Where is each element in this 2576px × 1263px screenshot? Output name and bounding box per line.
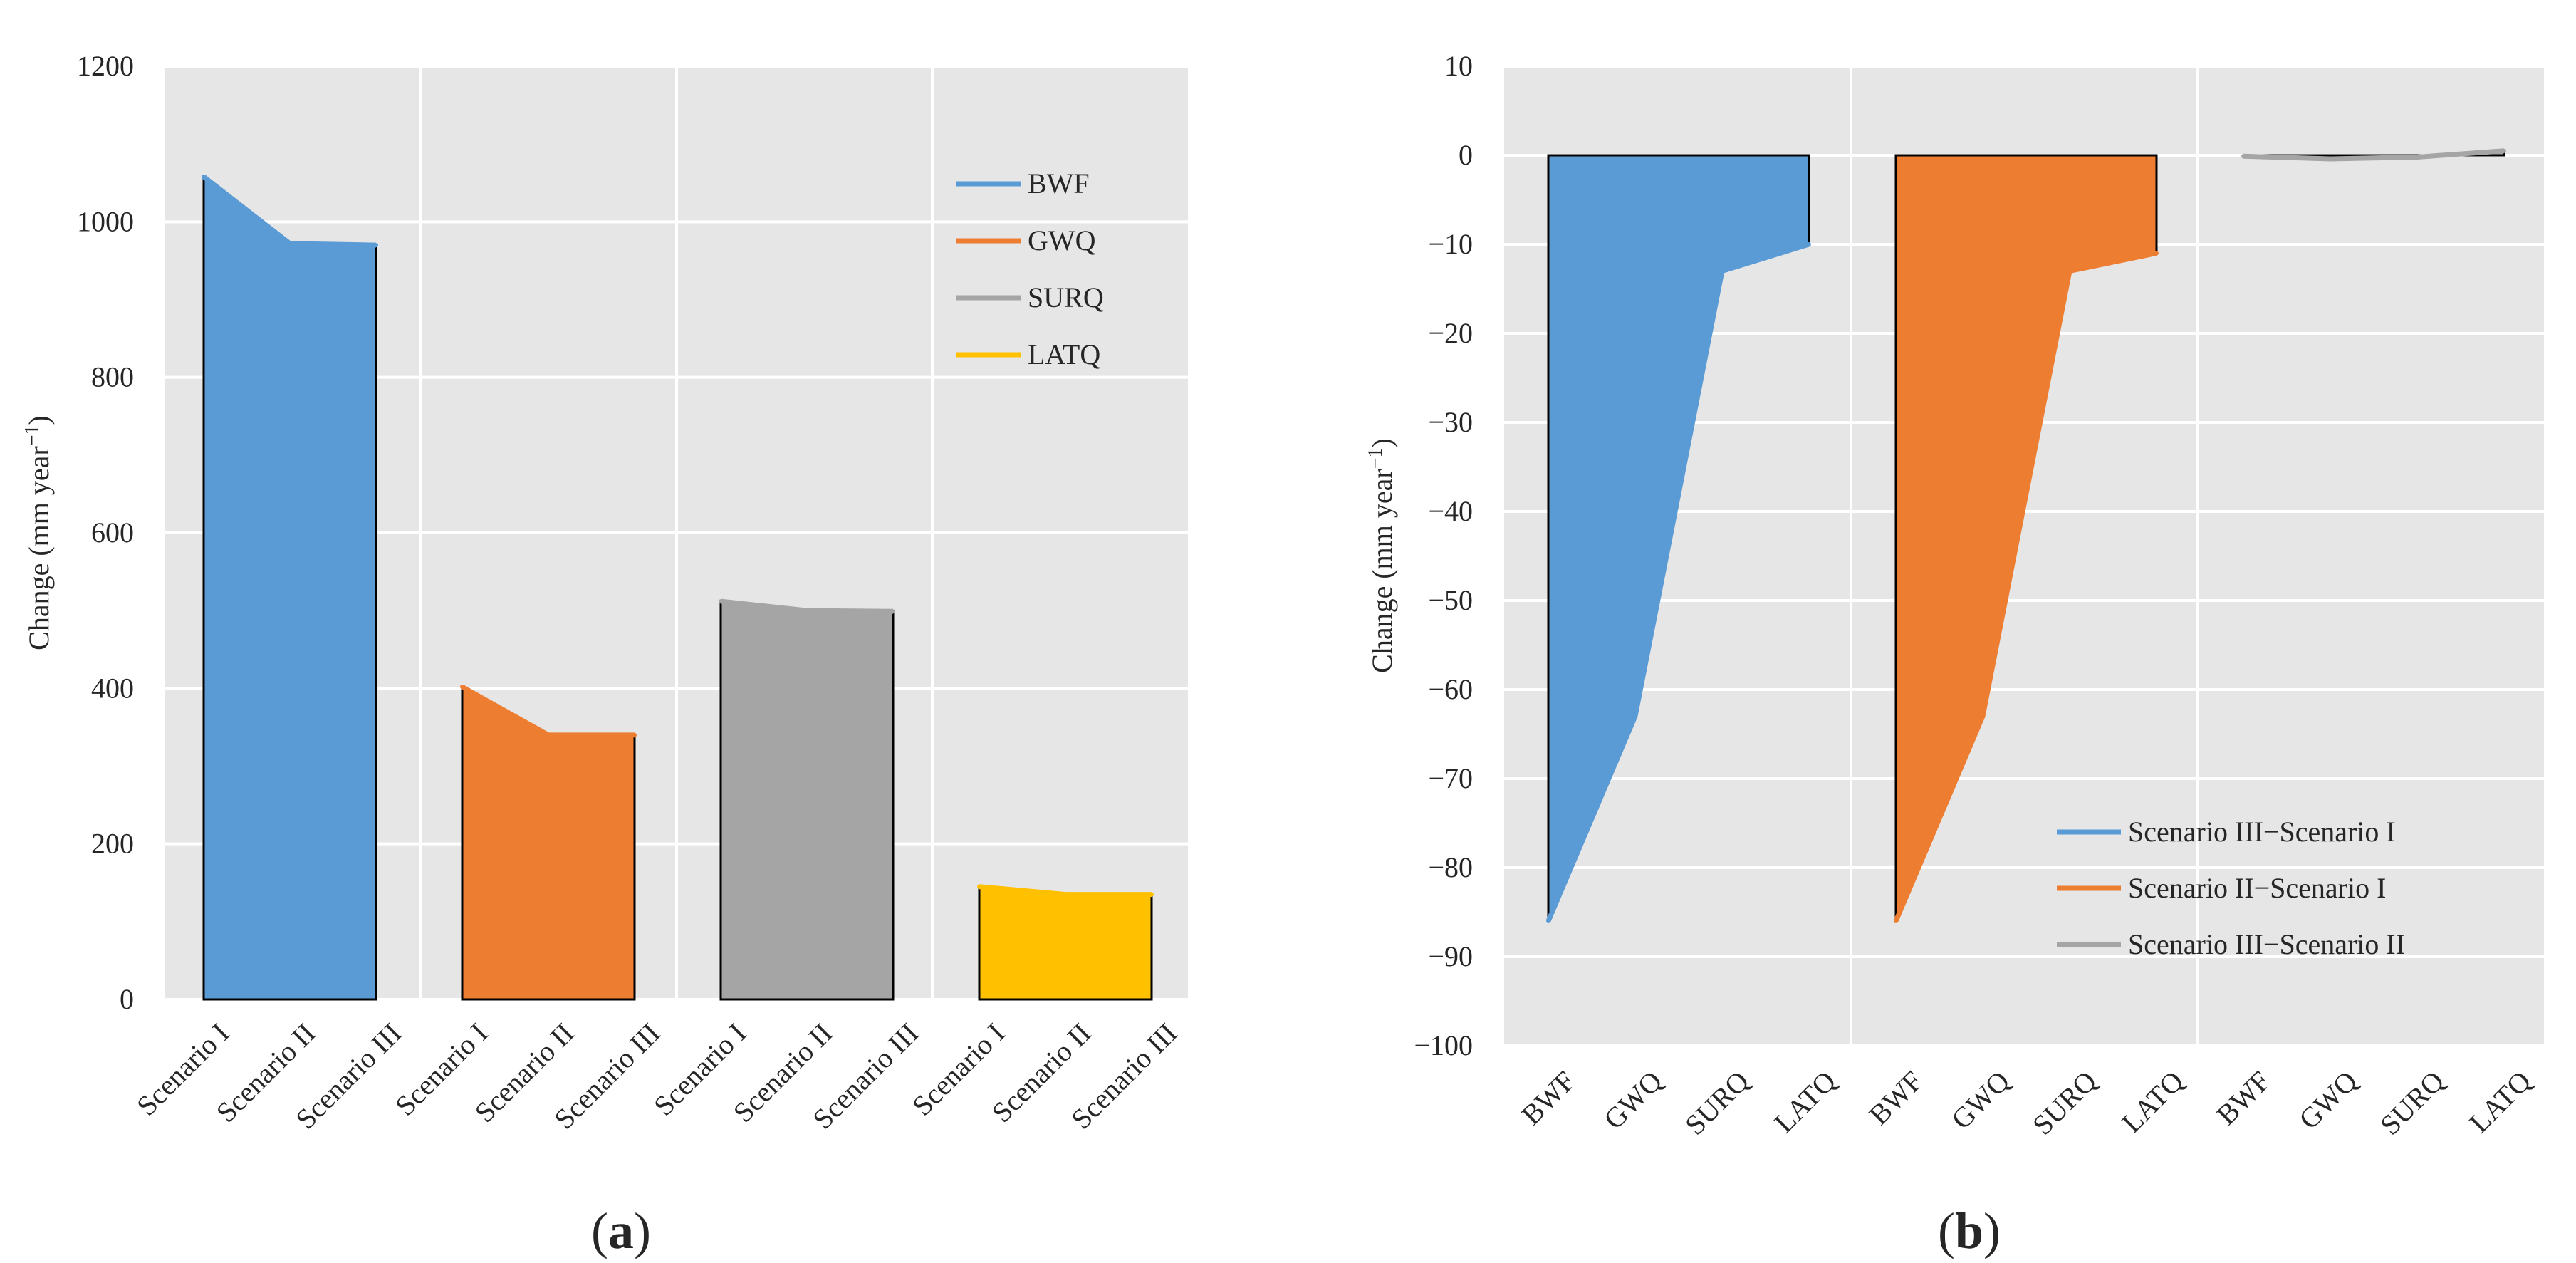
x-tick-label: LATQ xyxy=(2115,1064,2189,1138)
data-point xyxy=(460,685,464,690)
y-axis-label-b-sup: −1 xyxy=(1365,447,1387,469)
data-point xyxy=(1149,892,1154,897)
series-surq xyxy=(719,598,895,1001)
data-point xyxy=(977,884,981,889)
panel-label-b-letter: b xyxy=(1955,1202,1983,1259)
series-scenario-iii-scenario-ii xyxy=(2241,148,2506,162)
series-latq xyxy=(977,884,1154,1001)
legend-a: BWF GWQ SURQ LATQ xyxy=(956,167,1104,370)
data-point xyxy=(202,175,206,180)
series-a xyxy=(202,174,1154,1001)
data-point xyxy=(2067,269,2072,274)
x-tick-label: SURQ xyxy=(2026,1064,2102,1140)
x-tick-label: GWQ xyxy=(2293,1064,2363,1135)
series-line xyxy=(1893,251,2157,922)
series-line xyxy=(1545,241,1810,922)
y-axis-label-a-close: ) xyxy=(23,415,55,425)
data-point xyxy=(2154,251,2159,256)
x-tick-label: LATQ xyxy=(1768,1064,1842,1138)
series-scenario-iii-scenario-i xyxy=(1545,154,1811,923)
panel-a: 0 200 400 600 800 1000 1200 Scenario IScenario… xyxy=(21,50,1188,1259)
y-axis-label-a: Change (mm year−1) xyxy=(21,415,55,650)
data-point xyxy=(546,732,551,737)
y-tick-label: −100 xyxy=(1414,1029,1473,1061)
x-tick-label: GWQ xyxy=(1597,1064,1668,1135)
y-tick-labels-a: 0 200 400 600 800 1000 1200 xyxy=(77,50,134,1015)
y-axis-label-a-text: Change (mm year xyxy=(23,446,55,650)
y-tick-label: −10 xyxy=(1428,228,1473,260)
data-point xyxy=(1633,714,1637,719)
y-tick-label: −70 xyxy=(1428,762,1473,794)
y-axis-label-b-text: Change (mm year xyxy=(1366,469,1398,673)
y-tick-label: 10 xyxy=(1444,50,1473,82)
x-tick-label: GWQ xyxy=(1945,1064,2016,1135)
y-tick-label: 1000 xyxy=(77,205,134,237)
x-tick-label: BWF xyxy=(2210,1065,2276,1131)
data-point xyxy=(1720,269,1724,274)
legend-entry: Scenario III−Scenario I xyxy=(2128,816,2396,848)
data-point xyxy=(2328,157,2332,161)
panel-label-a-letter: a xyxy=(608,1202,634,1259)
legend-b: Scenario III−Scenario I Scenario II−Scena… xyxy=(2057,816,2405,960)
x-tick-label: SURQ xyxy=(1679,1064,1755,1140)
data-point xyxy=(2241,154,2246,159)
legend-entry: Scenario III−Scenario II xyxy=(2128,928,2405,960)
x-tick-label: BWF xyxy=(1515,1065,1581,1131)
data-point xyxy=(719,599,723,604)
data-point xyxy=(632,732,637,737)
data-point xyxy=(1063,892,1068,897)
x-tick-label: LATQ xyxy=(2463,1064,2537,1138)
series-line xyxy=(2243,148,2505,162)
y-tick-label: −40 xyxy=(1428,495,1473,527)
legend-entry: LATQ xyxy=(1028,338,1100,370)
y-tick-label: −30 xyxy=(1428,406,1473,438)
series-b xyxy=(1545,148,2506,923)
area-fill xyxy=(202,174,377,1001)
y-tick-label: −20 xyxy=(1428,317,1473,349)
data-point xyxy=(2502,148,2506,153)
y-tick-label: 200 xyxy=(91,828,134,860)
y-tick-label: −80 xyxy=(1428,851,1473,883)
y-tick-label: 800 xyxy=(91,361,134,393)
y-tick-label: −50 xyxy=(1428,584,1473,616)
panel-label-b: (b) xyxy=(1938,1202,2001,1259)
x-tick-labels-b: BWF GWQ SURQ LATQ BWF GWQ SURQ LATQ BWF GWQ SURQ LA… xyxy=(1515,1064,2537,1140)
legend-entry: BWF xyxy=(1028,167,1090,199)
area-fill xyxy=(719,600,895,1001)
legend-entry: GWQ xyxy=(1028,224,1096,256)
series-bwf xyxy=(202,174,378,1001)
panel-label-a: (a) xyxy=(591,1202,651,1259)
series-gwq xyxy=(460,685,637,1001)
series-scenario-ii-scenario-i xyxy=(1893,154,2159,923)
y-tick-label: 0 xyxy=(120,983,134,1015)
data-point xyxy=(891,609,895,614)
y-axis-label-b: Change (mm year−1) xyxy=(1365,438,1398,673)
legend-entry: SURQ xyxy=(1028,281,1104,313)
area-fill xyxy=(978,885,1153,1001)
legend-entry: Scenario II−Scenario I xyxy=(2128,872,2386,904)
data-point xyxy=(288,241,292,246)
y-tick-label: 0 xyxy=(1459,139,1473,171)
y-axis-label-b-close: ) xyxy=(1366,438,1398,447)
x-tick-label: SURQ xyxy=(2374,1064,2450,1140)
data-point xyxy=(1894,919,1898,923)
x-tick-label: BWF xyxy=(1862,1065,1929,1131)
data-point xyxy=(805,608,809,613)
y-tick-label: 1200 xyxy=(77,50,134,82)
data-point xyxy=(374,243,378,248)
data-point xyxy=(2415,155,2419,160)
y-tick-label: 600 xyxy=(91,516,134,549)
data-point xyxy=(1807,242,1811,246)
y-tick-label: 400 xyxy=(91,672,134,704)
data-point xyxy=(1981,714,1985,719)
y-axis-label-a-sup: −1 xyxy=(21,425,43,446)
y-tick-label: −90 xyxy=(1428,940,1473,972)
data-point xyxy=(1546,919,1550,923)
y-tick-label: −60 xyxy=(1428,673,1473,705)
